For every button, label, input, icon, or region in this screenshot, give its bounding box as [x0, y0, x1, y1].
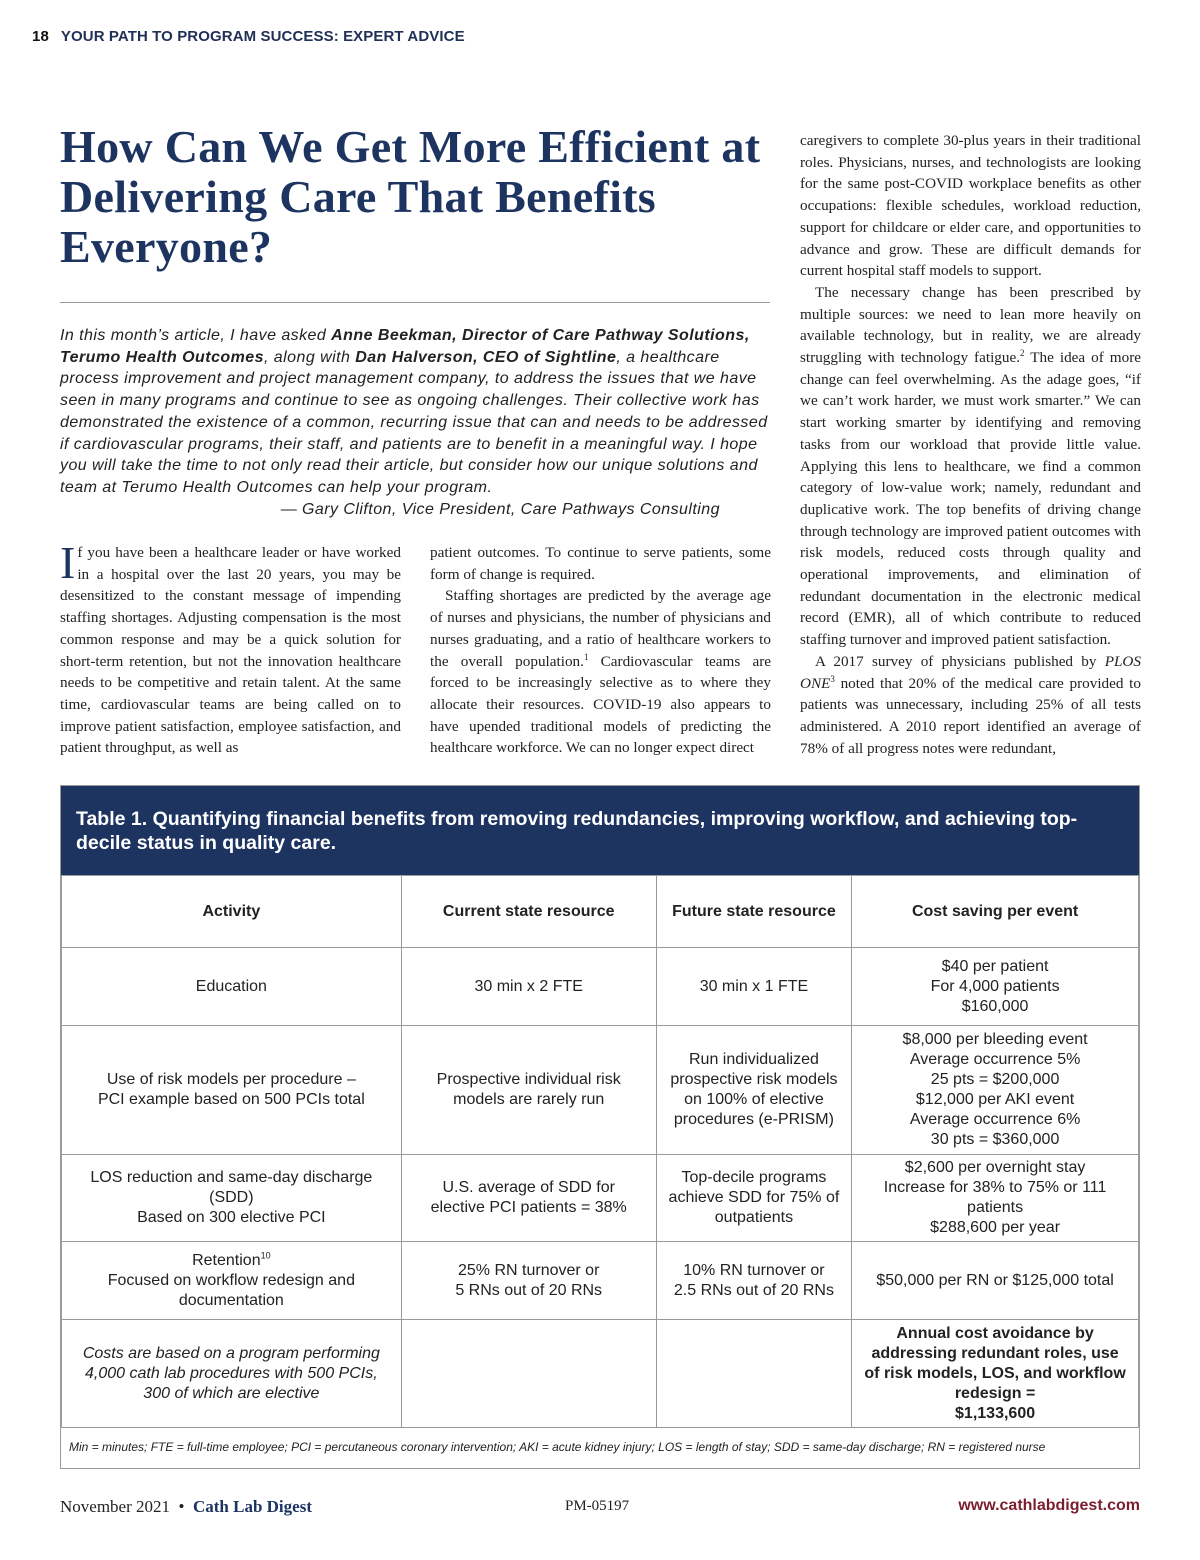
table-caption: Table 1. Quantifying financial benefits …	[61, 786, 1139, 875]
table-footnote: Min = minutes; FTE = full-time employee;…	[69, 1440, 1046, 1454]
intro-text: , along with	[264, 348, 356, 366]
paragraph-text: Staffing shortages are predicted by the …	[430, 587, 771, 670]
footer-left: November 2021 • Cath Lab Digest	[60, 1497, 312, 1517]
body-paragraph: Staffing shortages are predicted by the …	[430, 585, 771, 759]
body-paragraph: The necessary change has been prescribed…	[800, 282, 1141, 651]
table-cell: U.S. average of SDD for elective PCI pat…	[400, 1154, 657, 1242]
table-cell: $8,000 per bleeding event Average occurr…	[851, 1025, 1139, 1155]
table-header-row: Activity Current state resource Future s…	[61, 875, 1139, 948]
table-cell: 25% RN turnover or 5 RNs out of 20 RNs	[400, 1241, 657, 1320]
table-row: LOS reduction and same-day discharge (SD…	[61, 1154, 1139, 1242]
title-divider	[60, 302, 770, 303]
magazine-name: Cath Lab Digest	[192, 1497, 312, 1516]
drop-cap: I	[60, 537, 76, 588]
reference-marker: 1	[583, 651, 589, 662]
section-title: YOUR PATH TO PROGRAM SUCCESS: EXPERT ADV…	[60, 28, 465, 45]
page-number: 18	[32, 28, 49, 45]
paragraph-text: The necessary change has been prescribed…	[800, 283, 1141, 367]
cell-text: Retention	[192, 1251, 261, 1269]
intro-author-1: Anne Beekman, Director of Care Pathway S…	[60, 327, 750, 366]
table-cell-empty	[400, 1319, 657, 1428]
paragraph-text: Cardiovascular teams are forced to be in…	[430, 652, 772, 757]
intro-author-2: Dan Halverson, CEO of Sightline	[355, 348, 617, 366]
table-cell: $2,600 per overnight stay Increase for 3…	[851, 1154, 1139, 1242]
table-cell: Prospective individual risk models are r…	[400, 1025, 657, 1155]
table-cell: 30 min x 1 FTE	[655, 947, 853, 1026]
body-paragraph: caregivers to complete 30-plus years in …	[800, 132, 1141, 280]
table-cell: LOS reduction and same-day discharge (SD…	[61, 1154, 402, 1242]
table-cell: Top-decile programs achieve SDD for 75% …	[655, 1154, 853, 1242]
table-row: Use of risk models per procedure – PCI e…	[61, 1025, 1139, 1155]
article-title: How Can We Get More Efficient at Deliver…	[60, 121, 761, 272]
table-cell: Education	[61, 947, 402, 1026]
footer-separator: •	[178, 1497, 185, 1516]
table-cell: $50,000 per RN or $125,000 total	[851, 1241, 1139, 1320]
benefits-table: Activity Current state resource Future s…	[61, 875, 1139, 1428]
intro-paragraph: In this month’s article, I have asked An…	[60, 325, 772, 520]
table-cell-empty	[655, 1319, 853, 1428]
table-1: Table 1. Quantifying financial benefits …	[60, 785, 1140, 1469]
paragraph-text: A 2017 survey of physicians published by	[815, 652, 1105, 670]
table-cell: 10% RN turnover or 2.5 RNs out of 20 RNs	[655, 1241, 853, 1320]
issue-date: November 2021	[60, 1497, 171, 1516]
body-column-2: patient outcomes. To continue to serve p…	[430, 542, 771, 759]
table-row: Education 30 min x 2 FTE 30 min x 1 FTE …	[61, 947, 1139, 1026]
intro-text: , a healthcare process improvement and p…	[60, 348, 768, 496]
document-code: PM-05197	[565, 1498, 630, 1514]
paragraph-text: The idea of more change can feel overwhe…	[800, 349, 1141, 649]
website-link[interactable]: www.cathlabdigest.com	[958, 1497, 1140, 1514]
table-summary-row: Costs are based on a program performing …	[61, 1319, 1139, 1428]
intro-text: In this month’s article, I have asked	[60, 327, 332, 344]
reference-marker: 10	[260, 1250, 271, 1261]
column-header: Activity	[61, 875, 402, 948]
paragraph-text: f you have been a healthcare leader or h…	[60, 544, 401, 757]
table-cell: Run individualized prospective risk mode…	[655, 1025, 853, 1155]
reference-marker: 3	[830, 673, 835, 684]
table-cell: Retention10 Focused on workflow redesign …	[61, 1241, 402, 1320]
running-head: 18 YOUR PATH TO PROGRAM SUCCESS: EXPERT A…	[32, 28, 465, 45]
column-header: Cost saving per event	[851, 875, 1139, 948]
column-header: Future state resource	[655, 875, 853, 948]
column-header: Current state resource	[400, 875, 657, 948]
journal-name: PLOS ONE	[800, 652, 1141, 692]
summary-note: Costs are based on a program performing …	[61, 1319, 402, 1428]
table-row: Retention10 Focused on workflow redesign …	[61, 1241, 1139, 1320]
body-paragraph: A 2017 survey of physicians published by…	[800, 651, 1141, 760]
body-column-3: caregivers to complete 30-plus years in …	[800, 130, 1141, 759]
summary-total: Annual cost avoidance by addressing redu…	[851, 1319, 1139, 1428]
table-cell: 30 min x 2 FTE	[400, 947, 657, 1026]
intro-signature: — Gary Clifton, Vice President, Care Pat…	[280, 500, 720, 518]
table-cell: $40 per patient For 4,000 patients $160,…	[851, 947, 1139, 1026]
cell-text: Focused on workflow redesign and documen…	[107, 1271, 355, 1309]
table-cell: Use of risk models per procedure – PCI e…	[61, 1025, 402, 1155]
paragraph-text: noted that 20% of the medical care provi…	[800, 674, 1141, 757]
reference-marker: 2	[1020, 347, 1025, 358]
body-paragraph: patient outcomes. To continue to serve p…	[430, 544, 771, 583]
